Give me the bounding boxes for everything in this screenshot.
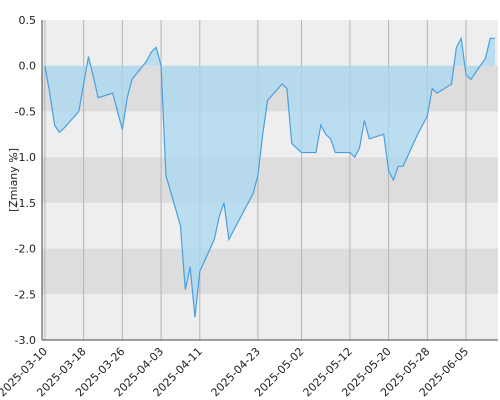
y-tick-labels: 0.5 0.0 -0.5 -1.0 -1.5 -2.0 -2.5 -3.0 [15,14,36,347]
y-axis-title: [Zmiany %] [7,148,20,212]
y-tick-label: -3.0 [15,334,36,347]
plot-band [42,248,498,295]
y-tick-label: 0.0 [19,60,37,73]
plot-band [42,20,498,66]
series-line [44,36,496,318]
y-tick-label: -2.5 [15,288,36,301]
plot-band [42,111,498,158]
series-area [44,38,496,318]
series-layer [44,36,496,318]
y-tick-label: -2.0 [15,243,36,256]
y-tick-label: -1.0 [15,151,36,164]
y-tick-label: 0.5 [19,14,37,27]
plot-band [42,157,498,203]
x-tick-labels: 2025-03-102025-03-182025-03-262025-04-03… [0,345,471,399]
axes [41,20,498,341]
y-tick-label: -1.5 [15,197,36,210]
plot-band [42,294,498,340]
plot-band [42,202,498,249]
y-tick-label: -0.5 [15,105,36,118]
